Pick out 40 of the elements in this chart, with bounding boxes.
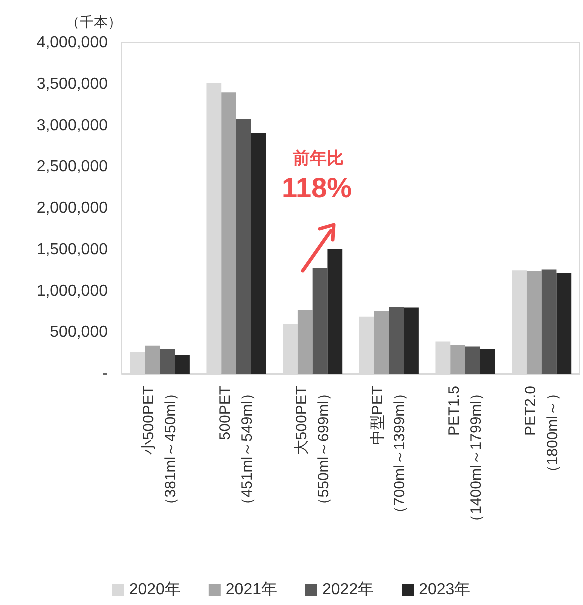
y-tick-label: 1,500,000 (36, 241, 108, 258)
legend-label: 2020年 (129, 582, 181, 598)
bar (556, 273, 572, 374)
x-tick-label: PET1.5 （1400ml～1799ml） (446, 386, 485, 530)
y-tick-label: 4,000,000 (36, 34, 108, 52)
annotation: 前年比 (292, 149, 344, 168)
y-tick-label: 1,000,000 (36, 282, 108, 300)
bar (389, 306, 404, 374)
x-tick-label: 小500PET （381ml～450ml） (140, 386, 180, 513)
bar (480, 349, 496, 374)
bar (450, 345, 466, 374)
bar (222, 92, 236, 374)
bar (526, 271, 542, 374)
y-tick-label: 500,000 (50, 324, 108, 342)
y-tick-label: 3,500,000 (36, 76, 108, 93)
legend-label: 2021年 (226, 582, 278, 598)
bar (312, 268, 328, 374)
x-tick-label: 中型PET （700ml～1399ml） (370, 386, 409, 522)
annotation: 118% (282, 172, 352, 204)
bar (145, 346, 160, 374)
bar (404, 308, 419, 374)
bar (374, 311, 390, 374)
legend-label: 2023年 (419, 582, 471, 598)
x-tick-label: 500PET （451ml～549ml） (217, 386, 256, 513)
bar (236, 119, 252, 374)
y-tick-label: 2,500,000 (36, 158, 108, 176)
bar (160, 349, 176, 374)
legend-label: 2022年 (322, 582, 374, 598)
bar (298, 310, 313, 374)
y-tick-label: - (102, 366, 108, 382)
y-axis-title: （千本） (66, 14, 122, 30)
x-tick-label: PET2.0 （1800ml～） (522, 386, 562, 480)
y-tick-label: 3,000,000 (36, 117, 108, 134)
y-tick-label: 2,000,000 (36, 200, 108, 217)
bar (328, 249, 343, 374)
bar (251, 133, 266, 374)
bar (466, 346, 480, 374)
bar (542, 270, 557, 374)
bar (175, 354, 190, 374)
x-tick-label: 大500PET （550ml～699ml） (293, 386, 332, 513)
